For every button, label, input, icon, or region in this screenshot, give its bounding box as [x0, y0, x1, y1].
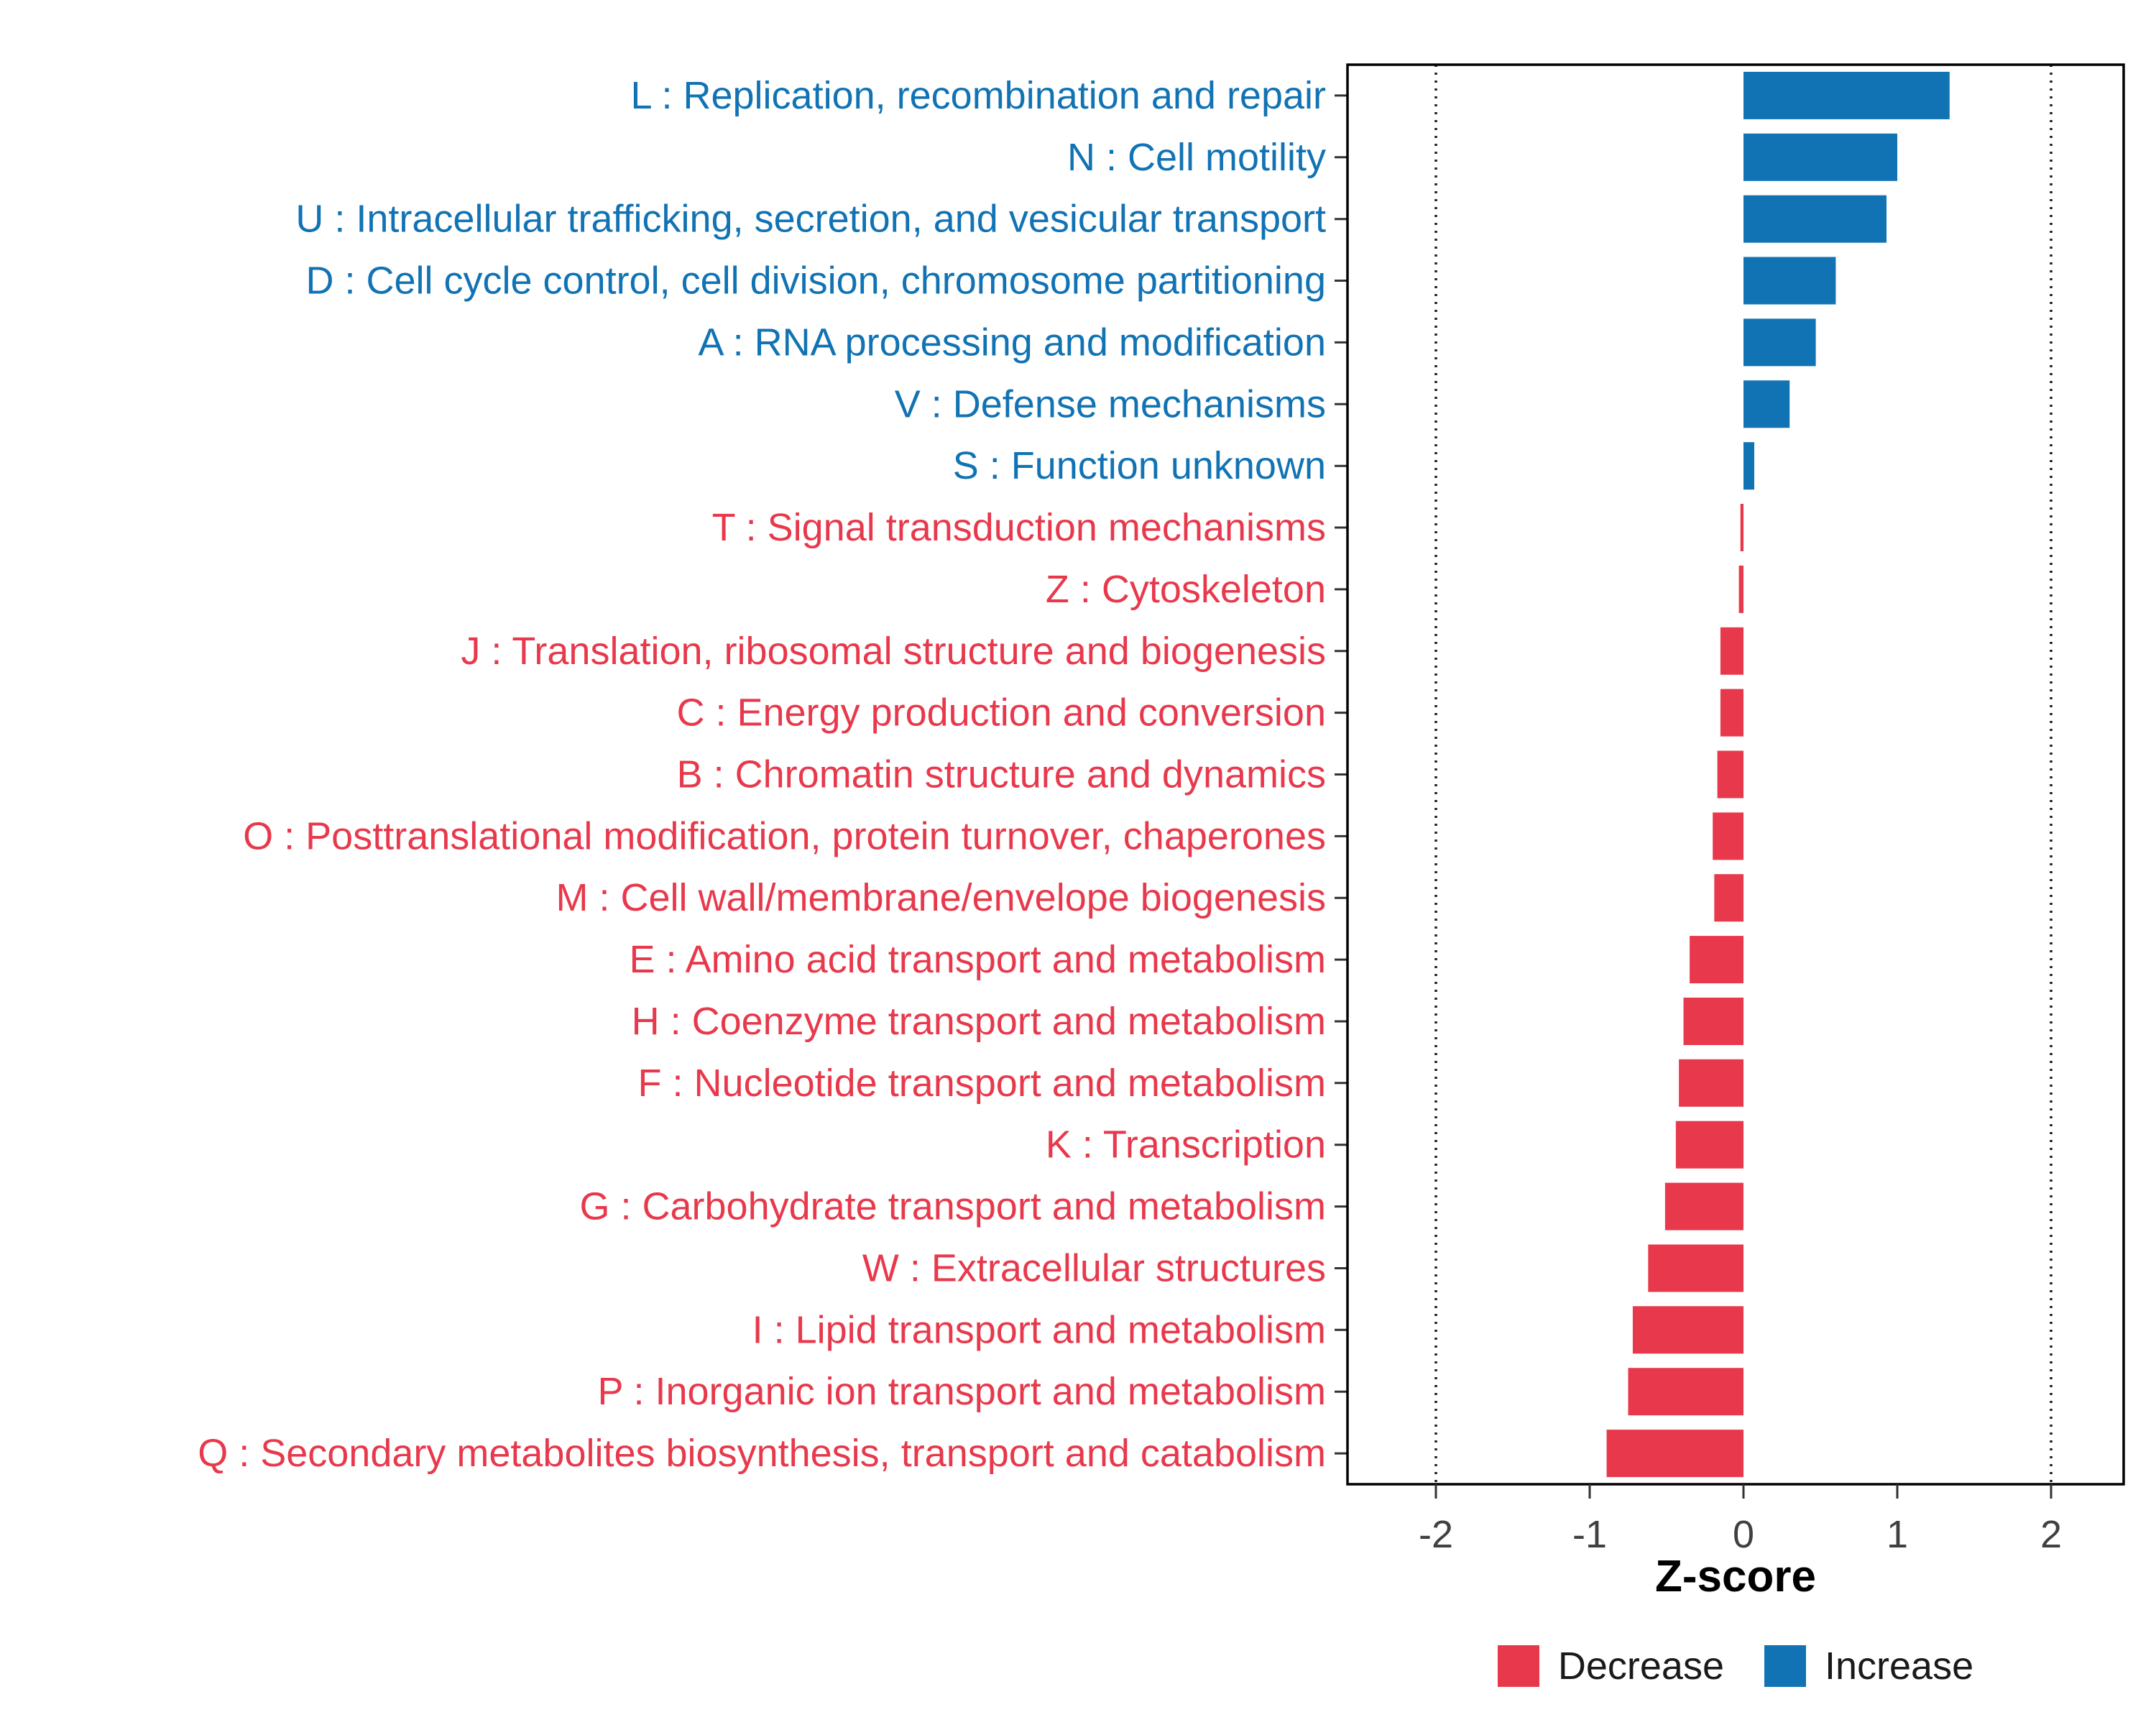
panel-border — [1346, 63, 2125, 1486]
category-label: F : Nucleotide transport and metabolism — [638, 1062, 1326, 1105]
bar — [1743, 318, 1816, 367]
x-tick-label: 2 — [2040, 1513, 2062, 1556]
bar — [1683, 998, 1744, 1045]
legend-item-increase: Increase — [1764, 1644, 1973, 1688]
category-label: V : Defense mechanisms — [895, 382, 1326, 426]
bar — [1743, 133, 1897, 181]
legend-swatch-decrease — [1497, 1645, 1539, 1687]
bar — [1743, 380, 1790, 428]
x-tick-label: -1 — [1572, 1513, 1607, 1556]
category-label: B : Chromatin structure and dynamics — [677, 753, 1326, 796]
category-label: G : Carbohydrate transport and metabolis… — [580, 1185, 1327, 1228]
category-label: N : Cell motility — [1067, 136, 1326, 179]
category-label: A : RNA processing and modification — [699, 321, 1326, 364]
bar — [1743, 71, 1950, 119]
category-label: M : Cell wall/membrane/envelope biogenes… — [556, 876, 1326, 919]
bar — [1690, 936, 1743, 984]
category-label: J : Translation, ribosomal structure and… — [461, 630, 1326, 673]
bar — [1679, 1059, 1744, 1107]
category-label: C : Energy production and conversion — [676, 691, 1326, 735]
bar — [1720, 689, 1743, 737]
category-label: Z : Cytoskeleton — [1046, 568, 1326, 611]
bar — [1743, 442, 1754, 490]
bar — [1632, 1306, 1744, 1354]
legend-item-decrease: Decrease — [1497, 1644, 1724, 1688]
category-label: H : Coenzyme transport and metabolism — [632, 1000, 1326, 1043]
category-label: T : Signal transduction mechanisms — [712, 506, 1326, 549]
category-label: D : Cell cycle control, cell division, c… — [305, 259, 1326, 303]
category-label: S : Function unknown — [953, 444, 1326, 487]
category-label: W : Extracellular structures — [862, 1247, 1326, 1290]
category-label: P : Inorganic ion transport and metaboli… — [597, 1370, 1326, 1413]
bar — [1606, 1430, 1744, 1478]
category-label: U : Intracellular trafficking, secretion… — [295, 198, 1326, 241]
bar — [1713, 812, 1743, 860]
bar — [1743, 257, 1836, 305]
category-label: E : Amino acid transport and metabolism — [630, 938, 1326, 981]
bar — [1664, 1182, 1743, 1230]
bar — [1743, 195, 1886, 243]
category-label: L : Replication, recombination and repai… — [630, 74, 1326, 117]
legend-label-increase: Increase — [1824, 1644, 1974, 1688]
legend: Decrease Increase — [1348, 1640, 2124, 1692]
x-tick-label: 0 — [1733, 1513, 1754, 1556]
category-label: I : Lipid transport and metabolism — [752, 1308, 1326, 1351]
x-tick-label: 1 — [1886, 1513, 1908, 1556]
bar — [1738, 565, 1743, 613]
x-tick-label: -2 — [1419, 1513, 1453, 1556]
legend-label-decrease: Decrease — [1557, 1644, 1724, 1688]
legend-swatch-increase — [1764, 1645, 1806, 1687]
category-label: O : Posttranslational modification, prot… — [243, 814, 1326, 857]
bar — [1720, 627, 1743, 675]
bar — [1717, 750, 1744, 799]
bar — [1714, 874, 1744, 922]
x-axis-title: Z-score — [1655, 1552, 1816, 1601]
category-label: Q : Secondary metabolites biosynthesis, … — [198, 1432, 1326, 1475]
bar — [1675, 1121, 1744, 1169]
bar — [1628, 1368, 1743, 1416]
category-label: K : Transcription — [1046, 1123, 1326, 1167]
bar — [1740, 504, 1744, 551]
bar — [1648, 1244, 1744, 1292]
